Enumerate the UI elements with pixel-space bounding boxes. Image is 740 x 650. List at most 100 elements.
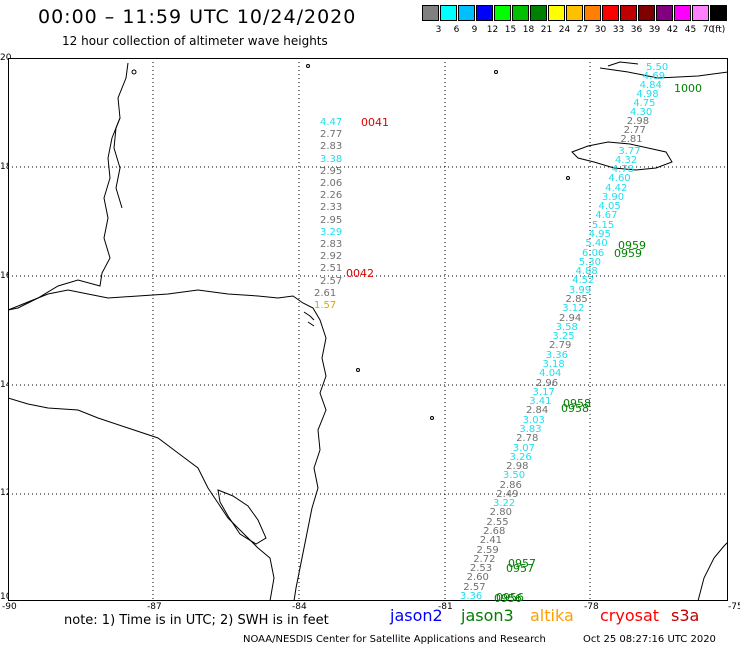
track-value: 3.83 xyxy=(519,423,542,435)
track-value: 2.77 xyxy=(623,125,646,136)
track-value: 3.90 xyxy=(601,191,625,203)
legend-label: 21 xyxy=(540,25,553,35)
legend-swatch xyxy=(638,5,655,21)
legend-label: 6 xyxy=(453,25,460,35)
track-value: 4.69 xyxy=(642,71,666,82)
track-value: 2.26 xyxy=(320,190,343,202)
track-value: 2.60 xyxy=(466,572,489,584)
lon-tick-81: -81 xyxy=(438,602,453,612)
track-value: 2.85 xyxy=(565,294,588,306)
lat-tick-14: 14 xyxy=(0,380,12,390)
legend-swatch xyxy=(710,5,727,21)
track-value: 1.57 xyxy=(314,300,337,311)
sat-altika: altika xyxy=(530,606,574,625)
track-value: 3.38 xyxy=(320,153,343,165)
track-value: 2.55 xyxy=(486,516,509,528)
legend-swatch xyxy=(584,5,601,21)
legend-swatch xyxy=(512,5,529,21)
footer-timestamp: Oct 25 08:27:16 UTC 2020 xyxy=(583,634,716,645)
track-value: 3.26 xyxy=(509,451,532,463)
track-value: 3.22 xyxy=(492,498,516,510)
track-value: 2.84 xyxy=(525,405,549,417)
legend-swatch xyxy=(656,5,673,21)
track-value: 4.75 xyxy=(633,98,656,109)
legend-label: 42 xyxy=(666,25,679,35)
track-value: 6.06 xyxy=(582,247,605,259)
track-value: 2.41 xyxy=(479,535,503,547)
track-value: 3.18 xyxy=(542,358,565,370)
track-value: 4.88 xyxy=(575,266,598,278)
legend-label: 33 xyxy=(612,25,625,35)
sat-s3a: s3a xyxy=(671,606,700,625)
track-value: 2.57 xyxy=(463,581,486,593)
track-value: 4.30 xyxy=(630,107,653,118)
legend-label: 9 xyxy=(471,25,478,35)
track-value: 4.98 xyxy=(636,89,659,100)
lat-tick-10: 10 xyxy=(0,592,12,602)
legend-swatch xyxy=(440,5,457,21)
legend-label: 24 xyxy=(558,25,571,35)
jamaica xyxy=(571,141,673,171)
legend-swatch xyxy=(674,5,691,21)
track-value: 4.60 xyxy=(608,173,631,185)
legend-swatch xyxy=(620,5,637,21)
time-label: 0957 xyxy=(508,557,536,570)
track-value: 2.95 xyxy=(320,214,343,226)
track-value: 4.95 xyxy=(588,229,611,241)
lake-nicaragua xyxy=(217,489,267,545)
track-value: 3.25 xyxy=(552,331,575,343)
track-value: 2.92 xyxy=(320,251,343,263)
yucatan-coast xyxy=(8,62,129,311)
time-label: 1000 xyxy=(674,82,702,95)
lat-tick-12: 12 xyxy=(0,488,12,498)
track-value: 2.80 xyxy=(489,507,512,519)
time-label: 0959 xyxy=(614,247,642,260)
track-value: 4.32 xyxy=(615,154,638,166)
track-value: 3.36 xyxy=(460,591,483,602)
track-value: 2.59 xyxy=(476,544,499,556)
track-value: 4.78 xyxy=(611,164,634,176)
track-value: 3.77 xyxy=(618,145,641,157)
track-value: 5.40 xyxy=(585,238,608,250)
legend-label: 36 xyxy=(630,25,643,35)
legend-label: 27 xyxy=(576,25,589,35)
track-value: 2.98 xyxy=(626,116,650,127)
time-label: 0956 xyxy=(496,591,524,604)
track-value: 2.57 xyxy=(320,275,343,287)
track-value: 2.81 xyxy=(620,134,643,145)
footer-note: note: 1) Time is in UTC; 2) SWH is in fe… xyxy=(64,613,329,628)
track-value: 4.67 xyxy=(595,210,618,222)
legend-swatch xyxy=(458,5,475,21)
track-value: 2.06 xyxy=(320,178,343,189)
track-value: 5.30 xyxy=(578,256,601,268)
legend-label: 18 xyxy=(522,25,535,35)
legend-swatch xyxy=(476,5,493,21)
map-frame xyxy=(8,58,728,601)
footer-credit: NOAA/NESDIS Center for Satellite Applica… xyxy=(243,634,546,645)
track-value: 4.04 xyxy=(539,368,562,380)
legend-label: 45 xyxy=(684,25,697,35)
track-value: 2.61 xyxy=(314,287,337,299)
legend-label: 3 xyxy=(435,25,442,35)
track-value: 2.86 xyxy=(499,479,522,491)
lat-tick-20: 20 xyxy=(0,53,12,63)
legend-swatch xyxy=(566,5,583,21)
page-title: 00:00 – 11:59 UTC 10/24/2020 xyxy=(38,6,357,28)
track-value: 2.51 xyxy=(320,263,343,275)
legend-label: 70 xyxy=(702,25,715,35)
track-value: 2.33 xyxy=(320,202,343,214)
track-value: 3.17 xyxy=(532,386,555,398)
track-value: 3.36 xyxy=(545,349,569,361)
lat-tick-16: 16 xyxy=(0,271,12,281)
track-value: 3.50 xyxy=(502,470,526,482)
legend-label: (ft) xyxy=(711,25,726,35)
lon-tick-90: -90 xyxy=(2,602,17,612)
track-value: 3.99 xyxy=(568,284,592,296)
track-value: 5.15 xyxy=(591,219,615,231)
track-value: 2.79 xyxy=(549,340,572,352)
track-value: 5.50 xyxy=(646,62,669,73)
legend-swatch xyxy=(422,5,439,21)
legend-label: 12 xyxy=(486,25,499,35)
track-value: 3.29 xyxy=(320,226,343,238)
